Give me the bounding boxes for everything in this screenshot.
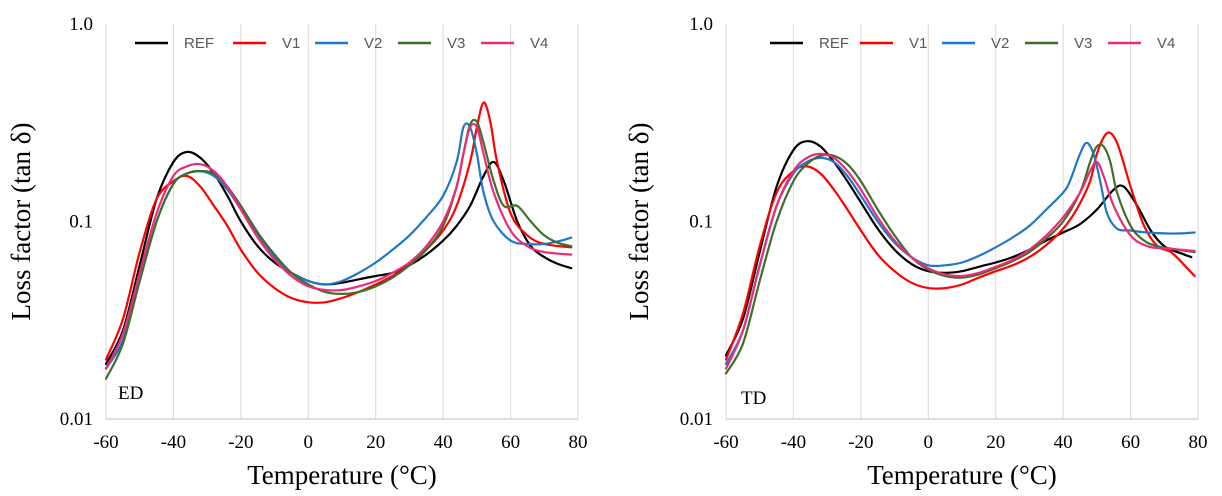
legend: REF V1 V2 V3 V4	[770, 35, 1175, 52]
x-axis-title: Temperature (°C)	[867, 460, 1057, 490]
chart-panel-1: -60 -40 -20 0 20 40 60 80 0.01 0.1 1.0 Temperature …	[6, 14, 588, 490]
y-tick-label: 0.1	[689, 212, 713, 233]
x-tick-label: 0	[924, 432, 934, 453]
legend-label: REF	[184, 35, 214, 52]
x-tick-label: 80	[569, 432, 588, 453]
chart-panel-2: -60 -40 -20 0 20 40 60 80 0.01 0.1 1.0 Temperature …	[624, 14, 1208, 490]
y-tick-label: 1.0	[689, 14, 713, 35]
series-line-v1	[724, 131, 1196, 361]
x-tick-label: -40	[781, 432, 806, 453]
x-tick-label: 80	[1189, 432, 1208, 453]
legend-label: V3	[1074, 35, 1092, 52]
y-tick-label: 1.0	[69, 14, 93, 35]
legend-label: V3	[447, 35, 465, 52]
series-line-v4	[724, 152, 1196, 370]
x-tick-label: 40	[434, 432, 453, 453]
series-line-v3	[104, 118, 573, 380]
y-axis-title: Loss factor (tan δ)	[624, 123, 654, 321]
series-line-v3	[724, 143, 1196, 375]
y-tick-label: 0.1	[69, 212, 93, 233]
legend-label: V2	[364, 35, 382, 52]
x-tick-label: 40	[1054, 432, 1073, 453]
panel-label: ED	[118, 383, 143, 404]
y-tick-label: 0.01	[60, 409, 93, 430]
legend-label: REF	[819, 35, 849, 52]
series-line-v4	[104, 122, 573, 370]
x-axis-title: Temperature (°C)	[247, 460, 437, 490]
legend: REF V1 V2 V3 V4	[135, 35, 548, 52]
x-tick-label: -20	[228, 432, 253, 453]
series-line-ref	[104, 150, 573, 365]
legend-label: V1	[282, 35, 300, 52]
legend-label: V2	[991, 35, 1009, 52]
y-tick-label: 0.01	[680, 409, 713, 430]
x-tick-label: -20	[848, 432, 873, 453]
x-tick-label: 0	[304, 432, 314, 453]
series-line-ref	[724, 140, 1193, 357]
x-tick-label: -60	[713, 432, 738, 453]
x-tick-label: -40	[161, 432, 186, 453]
panel-label: TD	[741, 388, 766, 409]
y-axis-title: Loss factor (tan δ)	[6, 123, 36, 321]
series-line-v1	[104, 101, 573, 361]
legend-label: V1	[909, 35, 927, 52]
legend-label: V4	[530, 35, 548, 52]
x-tick-label: 20	[986, 432, 1005, 453]
x-tick-label: 20	[366, 432, 385, 453]
x-tick-label: -60	[93, 432, 118, 453]
x-tick-label: 60	[501, 432, 520, 453]
x-tick-label: 60	[1121, 432, 1140, 453]
legend-label: V4	[1157, 35, 1175, 52]
